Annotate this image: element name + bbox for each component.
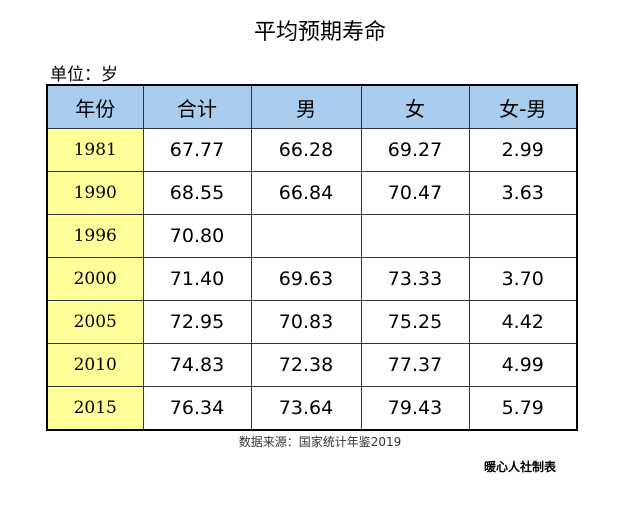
value-cell: 66.84 <box>250 171 362 215</box>
value-cell: 2.99 <box>468 128 578 172</box>
value-cell: 79.43 <box>360 386 470 431</box>
column-header: 年份 <box>46 84 144 129</box>
title: 平均预期寿命 <box>253 20 386 45</box>
value-cell: 4.42 <box>468 300 578 344</box>
value-cell: 73.33 <box>360 257 470 301</box>
column-header: 男 <box>250 84 362 129</box>
value-cell <box>360 214 470 258</box>
year-cell: 1996 <box>46 214 144 258</box>
value-cell: 77.37 <box>360 343 470 387</box>
year-cell: 2005 <box>46 300 144 344</box>
column-header: 女-男 <box>468 84 578 129</box>
column-header: 女 <box>360 84 470 129</box>
table-row: 1981 67.77 66.28 69.27 2.99 <box>46 128 578 172</box>
value-cell: 4.99 <box>468 343 578 387</box>
value-cell: 71.40 <box>142 257 252 301</box>
value-cell <box>250 214 362 258</box>
table-row: 2000 71.40 69.63 73.33 3.70 <box>46 257 578 301</box>
value-cell: 70.47 <box>360 171 470 215</box>
table-row: 1990 68.55 66.84 70.47 3.63 <box>46 171 578 215</box>
year-cell: 1990 <box>46 171 144 215</box>
life-expectancy-table: 年份 合计男女女-男 1981 67.77 66.28 69.27 2.99 1990 68.… <box>46 84 578 431</box>
value-cell: 70.80 <box>142 214 252 258</box>
unit-label: 单位：岁 <box>50 65 118 85</box>
value-cell: 72.95 <box>142 300 252 344</box>
value-cell: 3.70 <box>468 257 578 301</box>
value-cell: 72.38 <box>250 343 362 387</box>
source-note: 数据来源：国家统计年鉴2019 <box>238 435 402 449</box>
value-cell: 3.63 <box>468 171 578 215</box>
value-cell: 76.34 <box>142 386 252 431</box>
value-cell: 69.27 <box>360 128 470 172</box>
column-header: 合计 <box>142 84 252 129</box>
table-row: 1996 70.80 <box>46 214 578 258</box>
table-body: 1981 67.77 66.28 69.27 2.99 1990 68.55 66.84 70.… <box>46 128 578 431</box>
header-row: 年份 合计男女女-男 <box>46 84 578 129</box>
value-cell: 74.83 <box>142 343 252 387</box>
year-cell: 1981 <box>46 128 144 172</box>
value-cell: 75.25 <box>360 300 470 344</box>
value-cell: 68.55 <box>142 171 252 215</box>
year-cell: 2000 <box>46 257 144 301</box>
value-cell <box>468 214 578 258</box>
value-cell: 5.79 <box>468 386 578 431</box>
value-cell: 70.83 <box>250 300 362 344</box>
value-cell: 66.28 <box>250 128 362 172</box>
value-cell: 73.64 <box>250 386 362 431</box>
year-cell: 2015 <box>46 386 144 431</box>
credit: 暖心人社制表 <box>484 460 557 474</box>
table-row: 2010 74.83 72.38 77.37 4.99 <box>46 343 578 387</box>
table-row: 2015 76.34 73.64 79.43 5.79 <box>46 386 578 431</box>
value-cell: 67.77 <box>142 128 252 172</box>
table-row: 2005 72.95 70.83 75.25 4.42 <box>46 300 578 344</box>
value-cell: 69.63 <box>250 257 362 301</box>
year-cell: 2010 <box>46 343 144 387</box>
